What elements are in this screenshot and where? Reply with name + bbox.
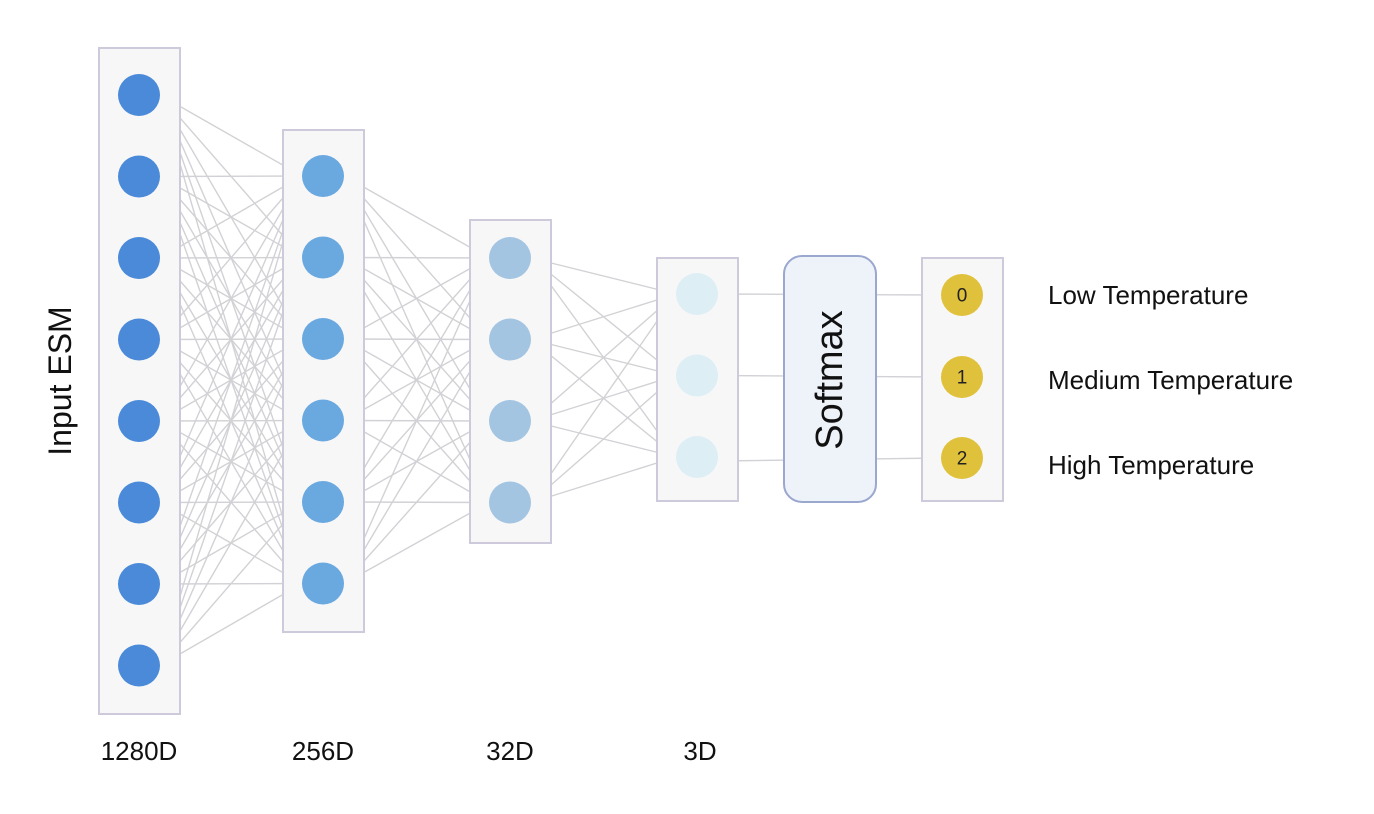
connection-l2-n3-to-n2 [530,456,677,504]
node-32d-2 [489,400,531,442]
output-node-0-circle [941,274,983,316]
connection-l2-n2-to-n0 [530,293,677,422]
connection-l1-n4-to-n0 [343,257,490,503]
connection-l0-n3-to-n0 [159,175,303,340]
layer-box-1280d [98,47,181,715]
connection-l1-n5-to-n2 [343,420,490,584]
connection-l1-n3-to-n0 [343,257,490,421]
softmax-block [783,255,877,503]
input-label: Input ESM [42,306,78,455]
output-index-1: 1 [957,368,968,389]
class-label-low: Low Temperature [1048,280,1248,310]
connection-l2-n1-to-n0 [530,293,677,341]
connection-l0-n1-to-n0 [159,175,303,178]
softmax-label: Softmax [809,310,851,449]
node-32d-0 [489,237,531,279]
connection-l1-n5-to-n0 [343,257,490,584]
node-1280d-4 [118,400,160,442]
connection-l1-n2-to-n0 [343,257,490,340]
connection-l0-n7-to-n4 [159,501,303,666]
output-index-2: 2 [957,449,968,470]
output-node-2: 2 [941,437,983,479]
node-256d-2 [302,318,344,360]
node-3d-0 [676,273,718,315]
connection-l1-n5-to-n3 [343,501,490,585]
node-3d-1 [676,354,718,397]
output-node-0: 0 [941,274,983,316]
node-1280d-3 [118,318,160,361]
connection-l0-n4-to-n0 [159,175,303,422]
connection-l1-n5-to-n1 [343,339,490,584]
dimension-label-1280d: 1280D [101,736,178,766]
connection-lines [159,94,942,667]
connection-l0-n6-to-n0 [159,175,303,585]
node-32d-3 [489,481,531,524]
output-node-2-circle [941,437,983,479]
node-1280d-0 [118,74,160,116]
layer-nodes [118,74,718,687]
dimension-label-256d: 256D [292,736,354,766]
connection-l2-n3-to-n0 [530,293,677,503]
node-1280d-1 [118,155,160,198]
node-256d-4 [302,481,344,523]
connection-l0-n7-to-n0 [159,175,303,666]
node-256d-5 [302,562,344,605]
dimension-label-32d: 32D [486,736,534,766]
class-label-high: High Temperature [1048,450,1254,480]
class-label-medium: Medium Temperature [1048,365,1293,395]
connection-l0-n7-to-n2 [159,338,303,666]
node-1280d-6 [118,563,160,605]
connection-l0-n2-to-n0 [159,175,303,259]
output-node-1: 1 [941,356,983,398]
node-3d-2 [676,436,718,478]
output-node-1-circle [941,356,983,398]
output-index-0: 0 [957,286,968,307]
layer-box-256d [282,129,365,633]
connection-l2-n3-to-n1 [530,374,677,504]
connection-l0-n0-to-n0 [159,94,303,177]
node-1280d-5 [118,481,160,524]
dimension-label-3d: 3D [683,736,716,766]
node-256d-1 [302,236,344,279]
node-256d-0 [302,155,344,197]
connection-l0-n7-to-n5 [159,582,303,667]
connection-l1-n0-to-n0 [343,175,490,259]
connection-l0-n7-to-n1 [159,257,303,666]
node-32d-1 [489,318,531,361]
connection-l2-n0-to-n0 [530,257,677,295]
connection-l1-n1-to-n0 [343,256,490,259]
connection-l0-n5-to-n0 [159,175,303,503]
node-1280d-2 [118,237,160,279]
node-256d-3 [302,399,344,442]
node-1280d-7 [118,644,160,687]
connection-l0-n7-to-n3 [159,420,303,666]
